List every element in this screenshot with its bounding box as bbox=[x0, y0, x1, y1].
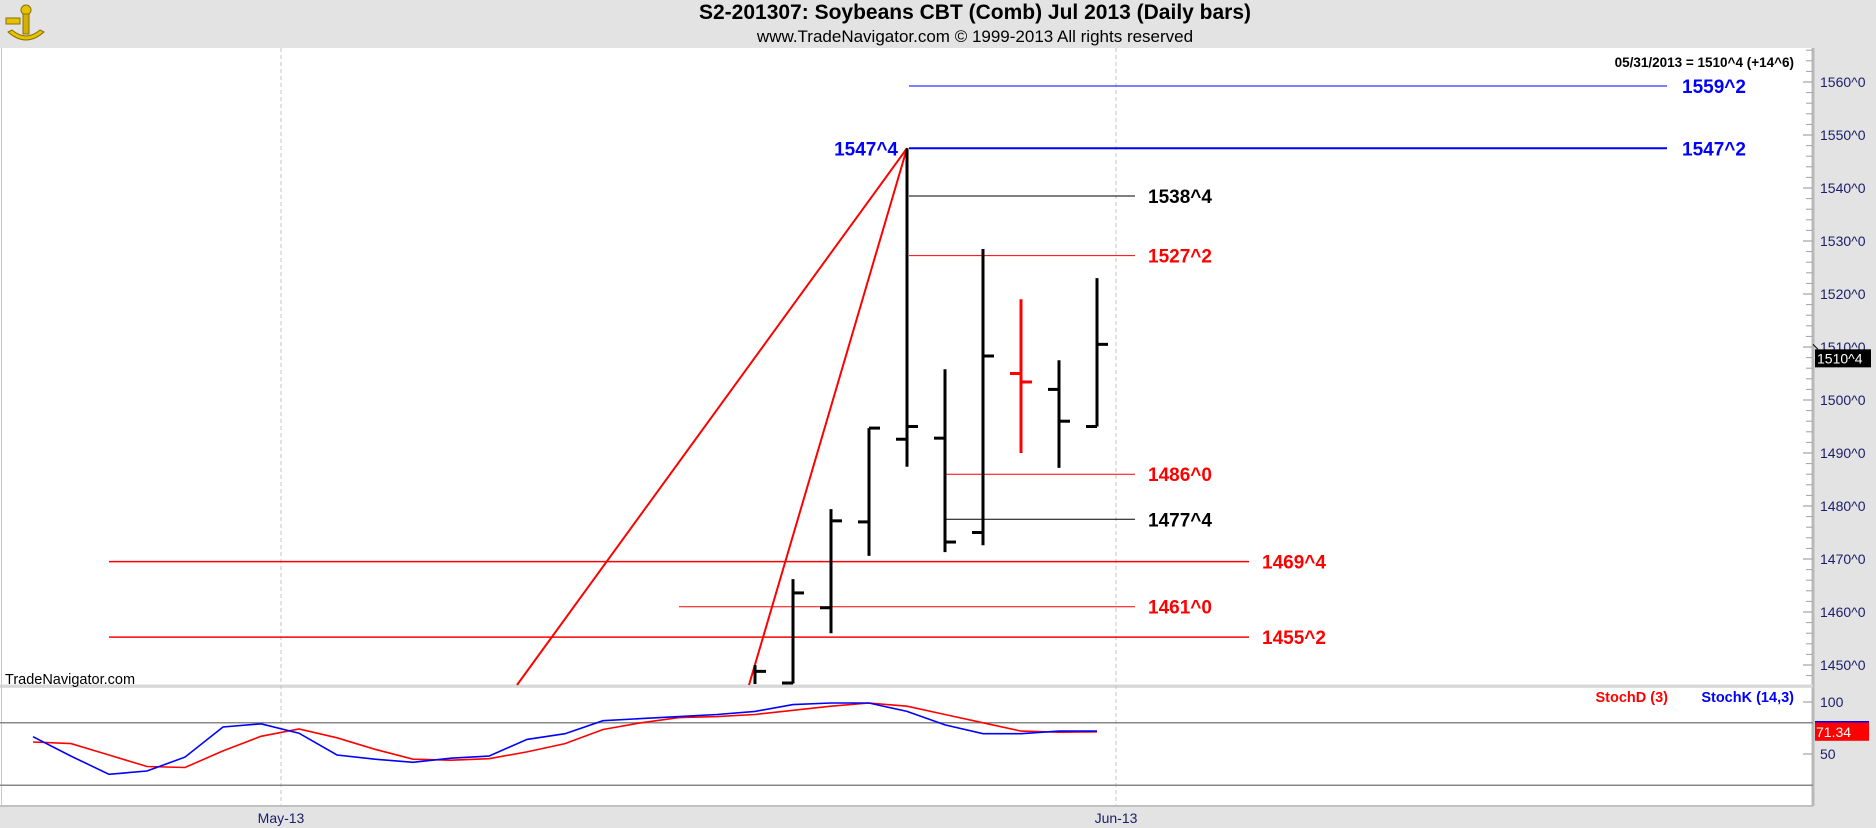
stochastic-pane[interactable] bbox=[0, 688, 1813, 806]
last-price-label: 1510^4 bbox=[1817, 350, 1863, 366]
price-level-label: 1461^0 bbox=[1148, 598, 1212, 619]
stoch-series-line bbox=[32, 702, 1098, 769]
trendline[interactable] bbox=[516, 147, 908, 686]
ohlc-bar[interactable] bbox=[782, 579, 804, 685]
ohlc-bar[interactable] bbox=[1048, 360, 1070, 468]
stoch-last-value-badge bbox=[1815, 721, 1869, 741]
stoch-last-value-label: 71.34 bbox=[1816, 724, 1851, 740]
date-tick-label: May-13 bbox=[258, 810, 305, 826]
price-axis-label: 1470^0 bbox=[1820, 551, 1866, 567]
price-axis-label: 1560^0 bbox=[1820, 74, 1866, 90]
price-readout: 05/31/2013 = 1510^4 (+14^6) bbox=[1615, 55, 1794, 70]
price-level-label: 1559^2 bbox=[1682, 77, 1746, 98]
price-level-label: 1469^4 bbox=[1262, 553, 1326, 574]
last-price-badge bbox=[1815, 349, 1871, 368]
price-axis-label: 1530^0 bbox=[1820, 233, 1866, 249]
ohlc-bar[interactable] bbox=[820, 509, 842, 634]
price-axis-label: 1540^0 bbox=[1820, 180, 1866, 196]
legend-stochd: StochD (3) bbox=[1596, 690, 1669, 706]
price-level-label: 1547^2 bbox=[1682, 139, 1746, 160]
price-level-label: 1538^4 bbox=[1148, 187, 1212, 208]
price-axis-label: 1450^0 bbox=[1820, 657, 1866, 673]
price-level-label: 1455^2 bbox=[1262, 628, 1326, 649]
date-tick-label: Jun-13 bbox=[1095, 810, 1138, 826]
price-level-label: 1527^2 bbox=[1148, 247, 1212, 268]
trendline[interactable] bbox=[748, 147, 908, 686]
stoch-axis-label: 100 bbox=[1820, 694, 1844, 710]
price-level-label: 1486^0 bbox=[1148, 465, 1212, 486]
price-axis-label: 1500^0 bbox=[1820, 392, 1866, 408]
watermark-text: TradeNavigator.com bbox=[5, 672, 135, 688]
chart-header: S2-201307: Soybeans CBT (Comb) Jul 2013 … bbox=[0, 0, 1876, 48]
ohlc-bar[interactable] bbox=[934, 369, 956, 553]
last-price-pointer bbox=[1812, 343, 1819, 350]
price-axis-label: 1460^0 bbox=[1820, 604, 1866, 620]
price-axis-label: 1520^0 bbox=[1820, 286, 1866, 302]
price-axis-label: 1480^0 bbox=[1820, 498, 1866, 514]
ohlc-bar[interactable] bbox=[896, 148, 918, 467]
price-level-label: 1477^4 bbox=[1148, 510, 1212, 531]
stoch-axis-label: 50 bbox=[1820, 746, 1836, 762]
ohlc-bar[interactable] bbox=[753, 665, 766, 684]
sextant-logo-icon bbox=[5, 4, 45, 41]
ohlc-bar[interactable] bbox=[1086, 278, 1108, 428]
price-axis-label: 1490^0 bbox=[1820, 445, 1866, 461]
ohlc-bar[interactable] bbox=[1010, 299, 1032, 453]
chart-title: S2-201307: Soybeans CBT (Comb) Jul 2013 … bbox=[698, 1, 1252, 24]
ohlc-bar[interactable] bbox=[858, 426, 880, 556]
legend-stochk: StochK (14,3) bbox=[1701, 690, 1794, 706]
stoch-series-line bbox=[32, 702, 1097, 776]
ohlc-bar[interactable] bbox=[972, 248, 994, 546]
price-axis-label: 1550^0 bbox=[1820, 127, 1866, 143]
high-price-label: 1547^4 bbox=[834, 139, 898, 160]
chart-subtitle: www.TradeNavigator.com © 1999-2013 All r… bbox=[756, 27, 1194, 46]
